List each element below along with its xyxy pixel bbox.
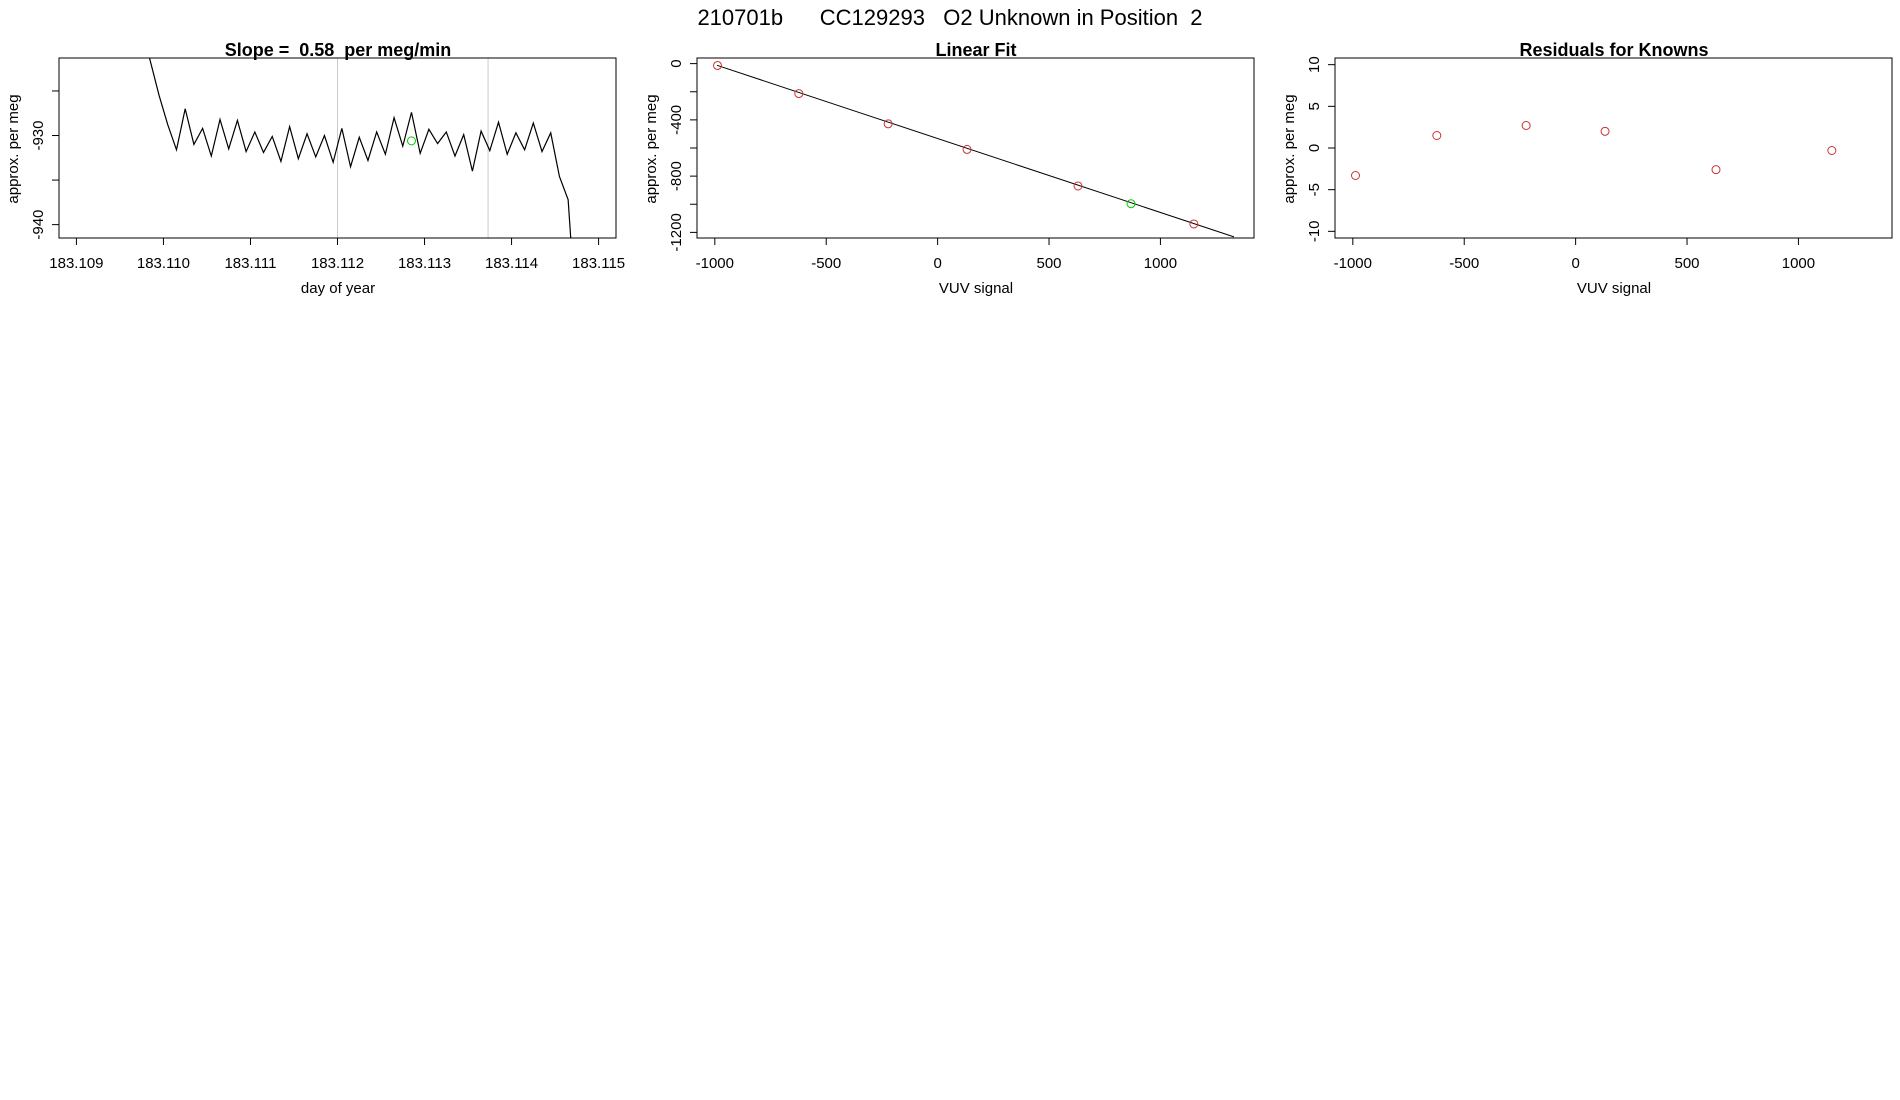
y-axis-label: approx. per meg bbox=[1281, 94, 1298, 203]
y-axis-label: approx. per meg bbox=[5, 94, 22, 203]
data-point bbox=[962, 144, 972, 154]
x-tick-label: 183.112 bbox=[311, 255, 364, 272]
y-tick-label: -940 bbox=[30, 210, 47, 240]
data-point bbox=[1073, 181, 1083, 191]
x-tick-label: 183.115 bbox=[572, 255, 625, 272]
y-tick-label: -800 bbox=[668, 161, 685, 191]
x-tick-label: -500 bbox=[811, 255, 841, 272]
y-tick-label: 5 bbox=[1306, 102, 1323, 110]
data-point bbox=[1521, 121, 1531, 130]
data-point bbox=[1711, 165, 1721, 175]
x-tick-label: 0 bbox=[1571, 255, 1579, 272]
data-point bbox=[1600, 126, 1610, 136]
data-point bbox=[1350, 171, 1360, 180]
panel-title: Linear Fit bbox=[935, 40, 1016, 60]
y-tick-label: -5 bbox=[1306, 183, 1323, 196]
data-point bbox=[1827, 146, 1837, 155]
y-tick-label: -400 bbox=[668, 105, 685, 135]
x-tick-label: 183.109 bbox=[49, 255, 103, 272]
data-point bbox=[1189, 219, 1199, 229]
data-point bbox=[794, 89, 804, 99]
y-tick-label: 0 bbox=[1306, 144, 1323, 152]
x-tick-label: 183.110 bbox=[137, 255, 190, 272]
x-tick-label: 183.114 bbox=[485, 255, 538, 272]
timeseries-panel: Slope = 0.58 per meg/min day of year app… bbox=[5, 40, 625, 297]
y-tick-label: 10 bbox=[1306, 56, 1323, 73]
data-point bbox=[712, 60, 722, 70]
y-tick-label: -10 bbox=[1306, 220, 1323, 242]
data-layer bbox=[148, 58, 572, 238]
x-tick-label: 1000 bbox=[1782, 255, 1815, 272]
plot-frame bbox=[696, 57, 1255, 239]
x-tick-label: 500 bbox=[1037, 255, 1062, 272]
x-tick-label: 1000 bbox=[1144, 255, 1177, 272]
data-point bbox=[883, 119, 893, 129]
x-axis-label: day of year bbox=[301, 280, 375, 297]
data-layer bbox=[712, 60, 1235, 238]
x-tick-label: 0 bbox=[933, 255, 941, 272]
x-axis-label: VUV signal bbox=[1577, 280, 1651, 297]
residuals-panel: Residuals for Knowns VUV signal approx. … bbox=[1281, 40, 1893, 297]
x-tick-label: 500 bbox=[1675, 255, 1700, 272]
x-tick-label: -1000 bbox=[696, 255, 734, 272]
figure-title: 210701b CC129293 O2 Unknown in Position … bbox=[697, 5, 1202, 30]
highlight-point bbox=[406, 136, 416, 146]
y-tick-label: 0 bbox=[668, 59, 685, 67]
x-tick-label: -1000 bbox=[1334, 255, 1372, 272]
data-point bbox=[1126, 199, 1136, 209]
y-tick-label: -1200 bbox=[668, 213, 685, 251]
data-layer bbox=[1350, 121, 1837, 180]
panel-title: Slope = 0.58 per meg/min bbox=[225, 40, 452, 60]
x-axis-label: VUV signal bbox=[939, 280, 1013, 297]
data-point bbox=[1432, 131, 1442, 140]
x-tick-label: -500 bbox=[1449, 255, 1479, 272]
x-tick-label: 183.111 bbox=[224, 255, 276, 272]
y-tick-label: -930 bbox=[30, 121, 47, 151]
fit-line bbox=[716, 64, 1235, 238]
linear-fit-panel: Linear Fit VUV signal approx. per meg -1… bbox=[643, 40, 1255, 297]
plot-frame bbox=[1334, 57, 1893, 239]
x-tick-label: 183.113 bbox=[398, 255, 451, 272]
y-axis-label: approx. per meg bbox=[643, 94, 660, 203]
series-line bbox=[148, 58, 572, 238]
panel-title: Residuals for Knowns bbox=[1519, 40, 1708, 60]
